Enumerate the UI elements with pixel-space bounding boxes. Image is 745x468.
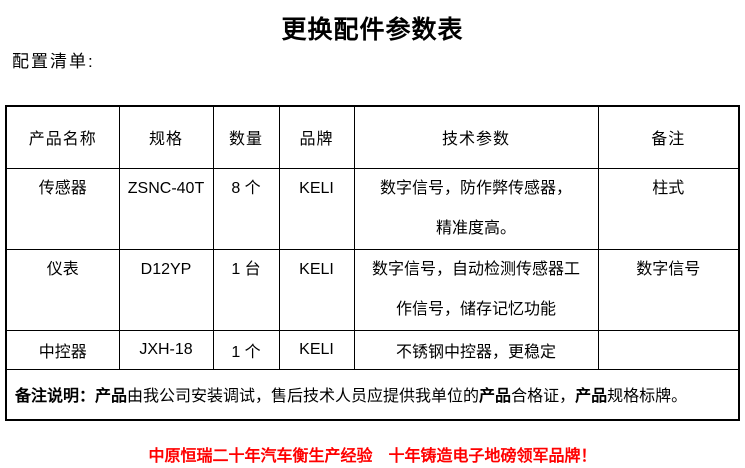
cell-qty: 1 台 [212, 248, 280, 331]
tech-params-line: 数字信号，防作弊传感器， [379, 179, 572, 197]
header-tech-params: 技术参数 [353, 105, 599, 169]
cell-spec: ZSNC-40T [118, 167, 214, 250]
cell-brand: KELI [278, 248, 355, 331]
cell-spec: D12YP [118, 248, 214, 331]
cell-note: 数字信号 [597, 248, 740, 331]
table-header-row: 产品名称 规格 数量 品牌 技术参数 备注 [5, 105, 740, 169]
tech-params-line: 精准度高。 [435, 219, 516, 237]
cell-spec: JXH-18 [118, 329, 214, 370]
config-list-label: 配置清单: [12, 52, 95, 71]
table-row: 仪表 D12YP 1 台 KELI 数字信号，自动检测传感器工 作信号，储存记忆… [5, 248, 740, 331]
header-qty: 数量 [212, 105, 280, 169]
remark-cell: 备注说明：产品由我公司安装调试，售后技术人员应提供我单位的产品合格证，产品规格标… [5, 368, 740, 421]
page-title: 更换配件参数表 [281, 16, 464, 44]
cell-tech-params: 数字信号，防作弊传感器， 精准度高。 [353, 167, 599, 250]
remark-segment: 产品 [575, 388, 608, 406]
cell-brand: KELI [278, 167, 355, 250]
cell-tech-params: 不锈钢中控器，更稳定 [353, 329, 599, 370]
cell-product-name: 传感器 [5, 167, 120, 250]
header-spec: 规格 [118, 105, 214, 169]
cell-qty: 1 个 [212, 329, 280, 370]
remark-segment: 规格标牌。 [607, 388, 688, 406]
cell-product-name: 仪表 [5, 248, 120, 331]
remark-row: 备注说明：产品由我公司安装调试，售后技术人员应提供我单位的产品合格证，产品规格标… [5, 368, 740, 421]
table-row: 中控器 JXH-18 1 个 KELI 不锈钢中控器，更稳定 [5, 329, 740, 370]
table-row: 传感器 ZSNC-40T 8 个 KELI 数字信号，防作弊传感器， 精准度高。… [5, 167, 740, 250]
cell-note [597, 329, 740, 370]
remark-segment: 产品 [95, 388, 128, 406]
cell-note: 柱式 [597, 167, 740, 250]
footer-slogan: 中原恒瑞二十年汽车衡生产经验 十年铸造电子地磅领军品牌！ [148, 448, 597, 465]
tech-params-line: 作信号，储存记忆功能 [395, 300, 556, 318]
cell-product-name: 中控器 [5, 329, 120, 370]
header-product-name: 产品名称 [5, 105, 120, 169]
cell-qty: 8 个 [212, 167, 280, 250]
header-note: 备注 [597, 105, 740, 169]
cell-brand: KELI [278, 329, 355, 370]
remark-segment: 由我公司安装调试，售后技术人员应提供我单位的 [127, 388, 480, 406]
parts-table: 产品名称 规格 数量 品牌 技术参数 备注 传感器 ZSNC-40T 8 个 K… [5, 105, 740, 421]
cell-tech-params: 数字信号，自动检测传感器工 作信号，储存记忆功能 [353, 248, 599, 331]
remark-segment: 产品 [479, 388, 512, 406]
remark-segment: 合格证， [511, 388, 576, 406]
remark-segment: 备注说明： [15, 388, 96, 406]
header-brand: 品牌 [278, 105, 355, 169]
tech-params-line: 数字信号，自动检测传感器工 [371, 260, 580, 278]
